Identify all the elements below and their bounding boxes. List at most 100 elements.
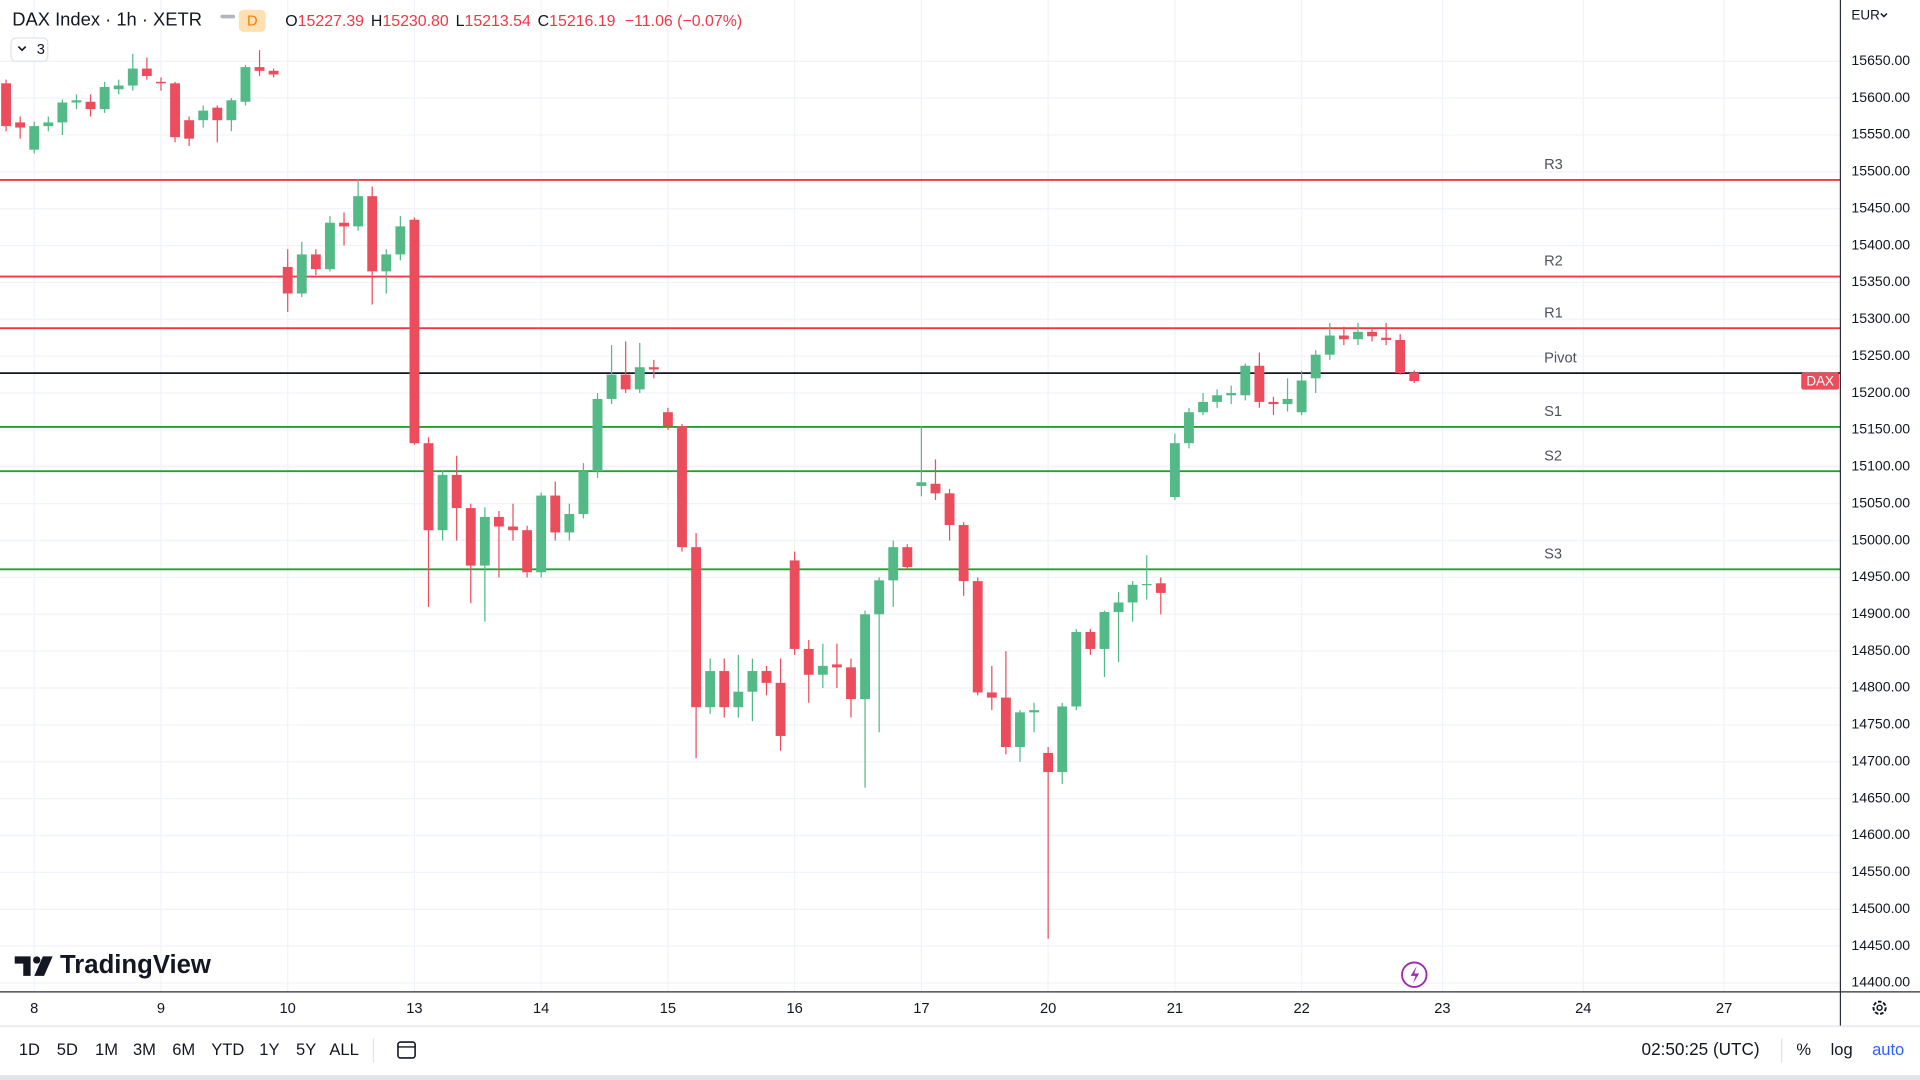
- candle-body: [902, 547, 913, 568]
- candle-body: [1198, 401, 1208, 413]
- brand-logo: TradingView: [14, 951, 212, 979]
- x-tick-label: 20: [1040, 1001, 1056, 1017]
- ohlc-label: C: [538, 13, 550, 30]
- candle-body: [1127, 584, 1138, 603]
- chevron-icon: [17, 45, 27, 52]
- candle-body: [817, 665, 828, 675]
- candle-body: [620, 374, 631, 390]
- status-dash: [220, 14, 236, 19]
- clock[interactable]: 02:50:25 (UTC): [1642, 1039, 1760, 1059]
- candle-body: [310, 254, 321, 270]
- x-tick-label: 8: [30, 1001, 38, 1017]
- candle-body: [184, 120, 195, 139]
- y-tick-label: 14850.00: [1851, 642, 1910, 658]
- axis-option[interactable]: auto: [1872, 1040, 1904, 1059]
- candle-body: [733, 691, 744, 708]
- level-label: S3: [1544, 546, 1562, 562]
- ohlc-value: 15227.39: [298, 13, 364, 30]
- axis-option[interactable]: %: [1796, 1040, 1811, 1059]
- range-button[interactable]: 6M: [172, 1040, 195, 1059]
- y-tick-label: 14450.00: [1851, 937, 1910, 953]
- axis-option[interactable]: log: [1831, 1040, 1853, 1059]
- candle-body: [1324, 335, 1335, 355]
- y-tick-label: 14500.00: [1851, 900, 1910, 916]
- range-button[interactable]: 5Y: [296, 1040, 316, 1059]
- candle-body: [1240, 365, 1251, 396]
- candle-body: [1409, 372, 1420, 382]
- y-tick-label: 15150.00: [1851, 421, 1910, 437]
- candle-body: [156, 81, 166, 84]
- candle-body: [677, 426, 687, 548]
- range-button[interactable]: ALL: [329, 1040, 358, 1059]
- y-tick-label: 15600.00: [1851, 89, 1910, 105]
- x-tick-label: 9: [157, 1001, 165, 1017]
- currency[interactable]: EUR: [1851, 7, 1880, 22]
- candle-body: [1155, 583, 1166, 593]
- candle-body: [339, 222, 349, 227]
- candle-body: [550, 495, 561, 533]
- range-button[interactable]: YTD: [211, 1040, 244, 1059]
- y-tick-label: 14800.00: [1851, 679, 1910, 695]
- candle-body: [240, 67, 251, 102]
- candle-body: [648, 367, 659, 370]
- candle-body: [761, 671, 772, 683]
- x-tick-label: 23: [1434, 1001, 1450, 1017]
- candle-body: [775, 682, 786, 736]
- candle-body: [564, 513, 575, 533]
- candle-body: [395, 226, 406, 255]
- range-button[interactable]: 1Y: [259, 1040, 279, 1059]
- x-tick-label: 14: [533, 1001, 549, 1017]
- brand-name: TradingView: [60, 951, 212, 979]
- y-tick-label: 15550.00: [1851, 126, 1910, 142]
- y-tick-label: 15500.00: [1851, 163, 1910, 179]
- symbol-title[interactable]: DAX Index · 1h · XETR: [12, 9, 202, 30]
- candle-body: [592, 398, 603, 472]
- range-button[interactable]: 3M: [133, 1040, 156, 1059]
- candle-body: [1029, 710, 1039, 713]
- candle-body: [381, 254, 392, 272]
- candle-body: [986, 692, 997, 698]
- change: −11.06 (−0.07%): [625, 13, 742, 30]
- logo-mark: [14, 956, 31, 976]
- settings-icon[interactable]: [1872, 1000, 1887, 1015]
- grid: [0, 0, 1841, 992]
- candle-body: [71, 100, 82, 103]
- candle-body: [522, 530, 533, 573]
- candle-body: [170, 83, 180, 138]
- y-tick-label: 15050.00: [1851, 494, 1910, 510]
- candle-body: [353, 196, 364, 227]
- candle-body: [268, 70, 279, 75]
- y-tick-label: 14900.00: [1851, 605, 1910, 621]
- candle-body: [1353, 331, 1363, 340]
- candle-body: [888, 547, 899, 581]
- candle-body: [1310, 354, 1321, 379]
- candle-body: [85, 101, 96, 110]
- candle-body: [1367, 331, 1377, 337]
- date-range-icon[interactable]: [397, 1041, 416, 1059]
- candle-body: [494, 516, 504, 527]
- candle-body: [479, 516, 490, 566]
- indicators-toggle[interactable]: [10, 37, 49, 62]
- candle-body: [1113, 602, 1124, 613]
- candle-body: [972, 581, 983, 693]
- range-button[interactable]: 5D: [57, 1040, 78, 1059]
- candle-body: [508, 526, 518, 531]
- candle-body: [226, 100, 237, 121]
- candle-body: [423, 443, 434, 531]
- y-tick-label: 14750.00: [1851, 716, 1910, 732]
- x-tick-label: 21: [1167, 1001, 1183, 1017]
- y-tick-label: 15100.00: [1851, 458, 1910, 474]
- candle-body: [1338, 335, 1349, 340]
- range-button[interactable]: 1M: [95, 1040, 118, 1059]
- x-tick-label: 17: [913, 1001, 929, 1017]
- candle-body: [634, 367, 645, 390]
- range-button[interactable]: 1D: [19, 1040, 40, 1059]
- level-label: R2: [1544, 254, 1563, 270]
- interval-badge[interactable]: D: [247, 13, 258, 29]
- bottom-strip: [0, 1075, 1920, 1080]
- candle-body: [874, 580, 885, 615]
- y-tick-label: 15350.00: [1851, 273, 1910, 289]
- x-tick-label: 15: [660, 1001, 676, 1017]
- y-tick-label: 15400.00: [1851, 236, 1910, 252]
